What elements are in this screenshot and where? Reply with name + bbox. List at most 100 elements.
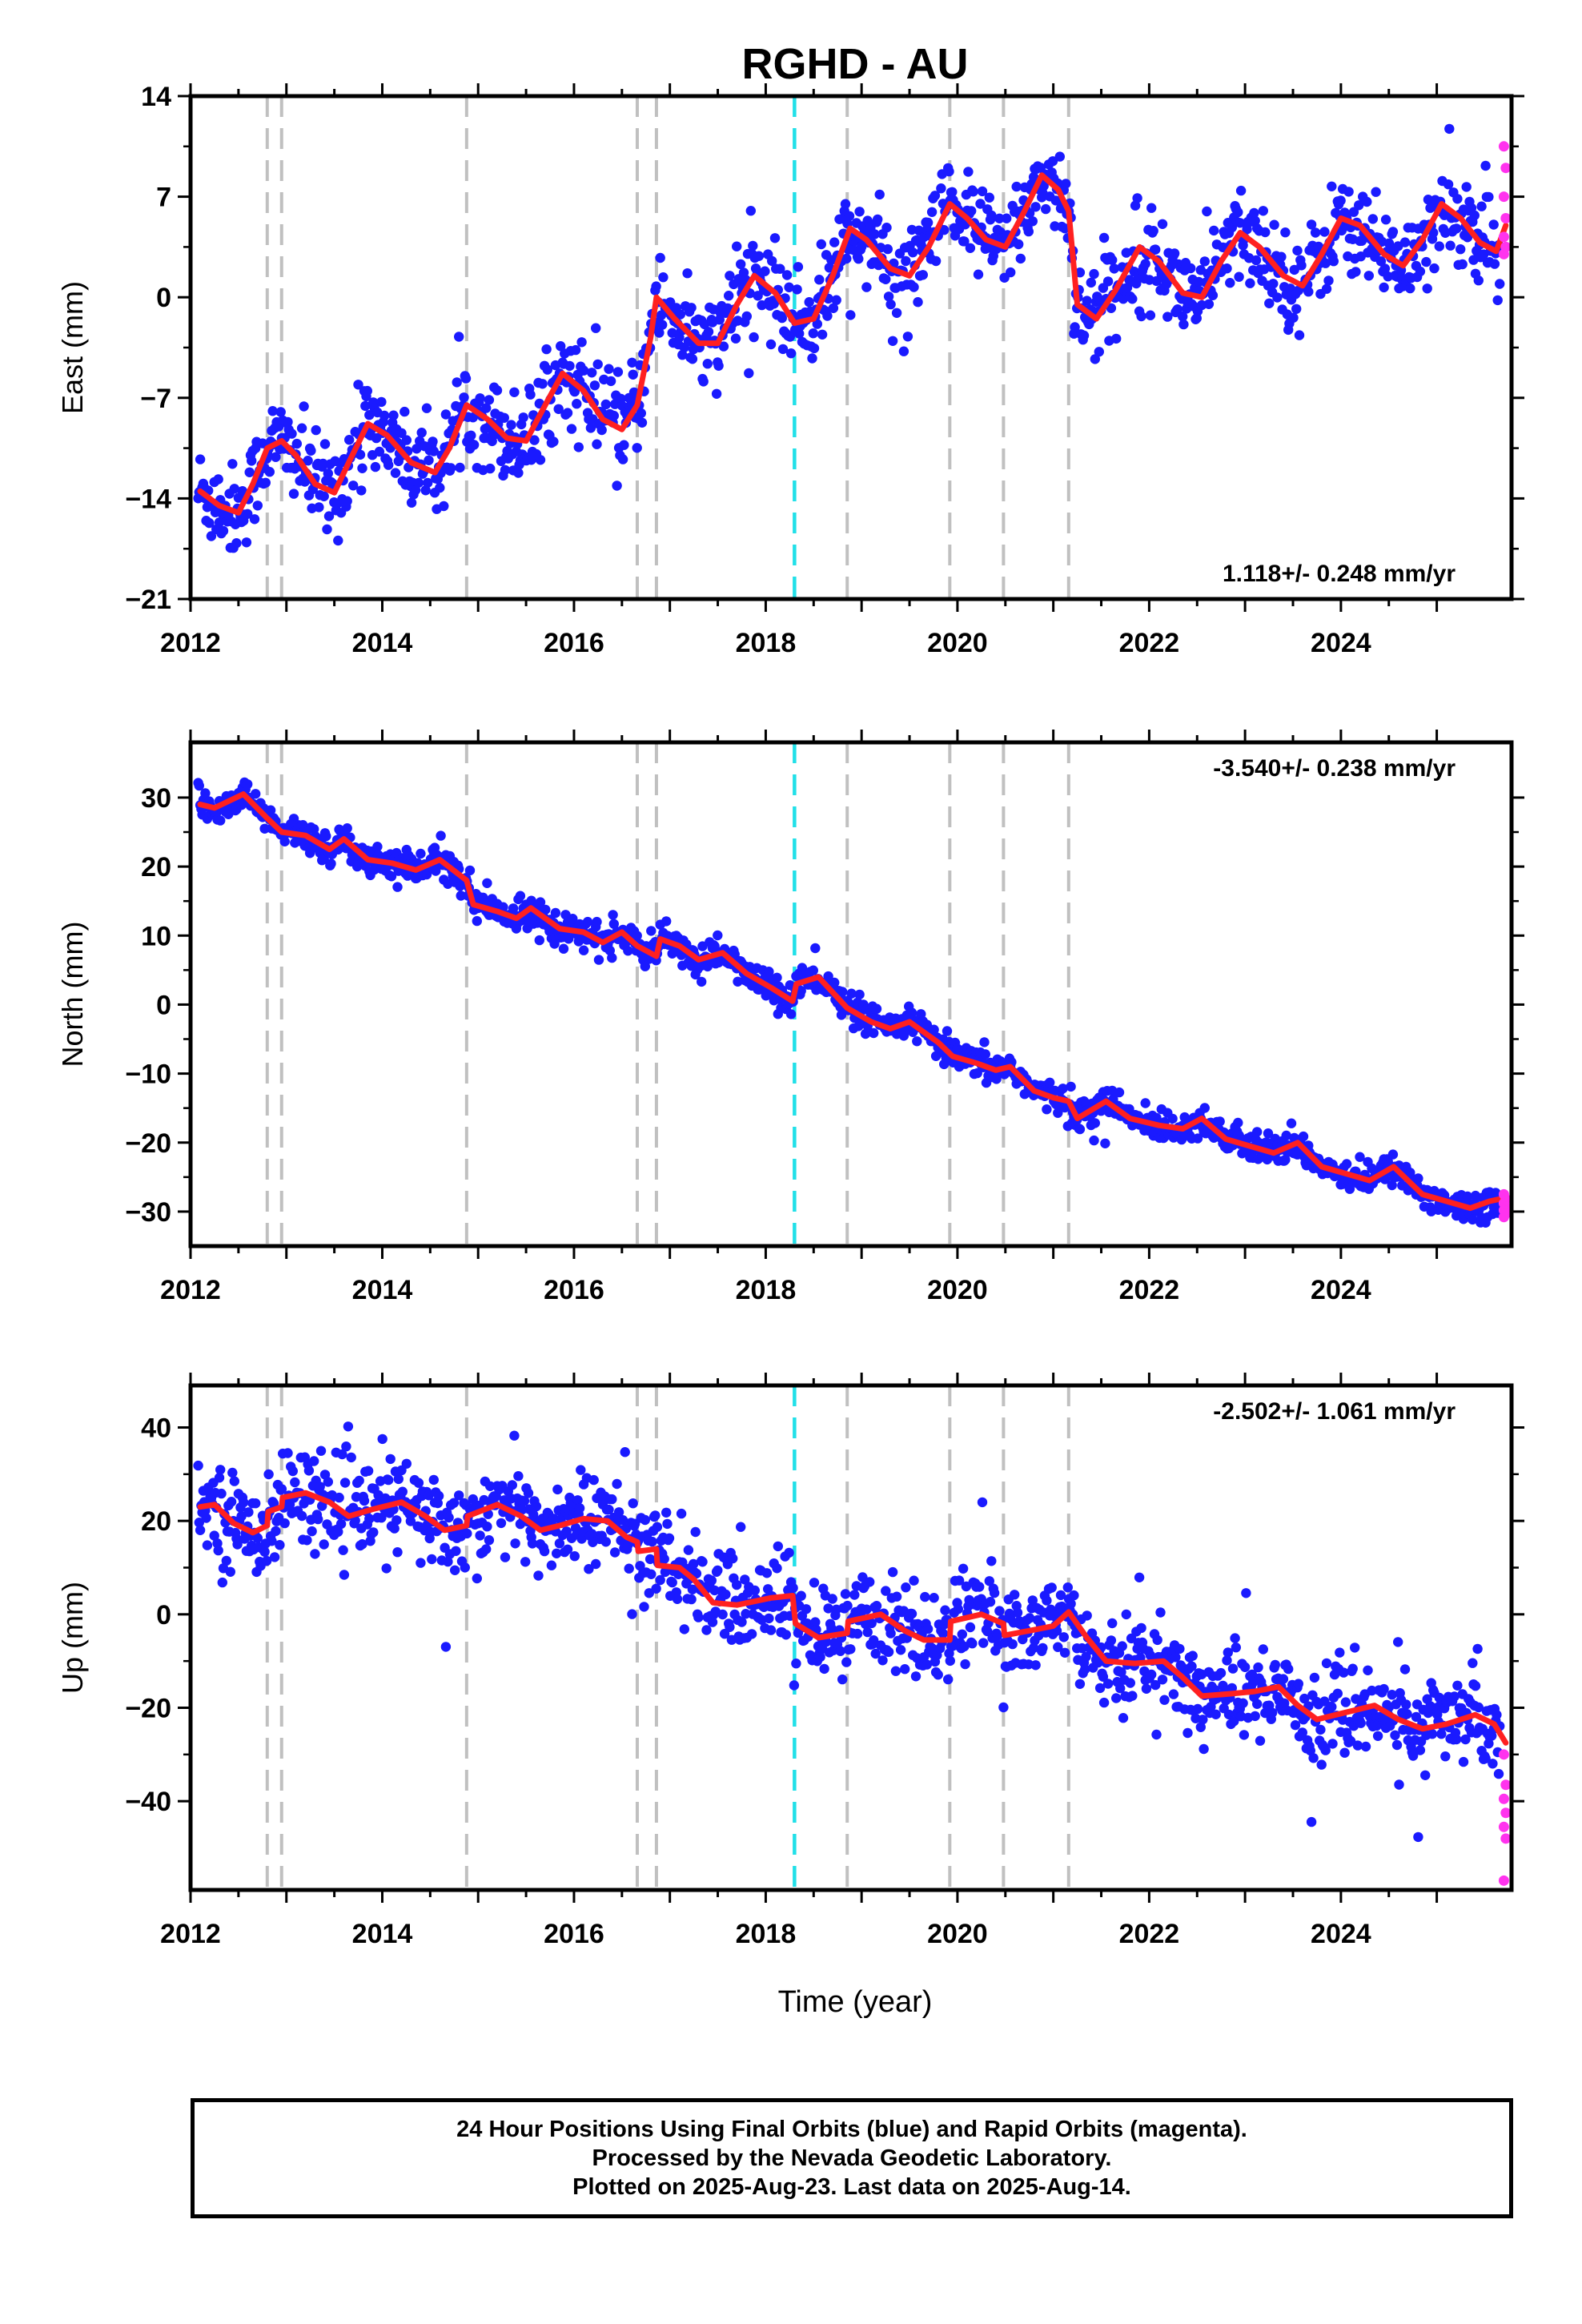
data-point [862, 1626, 873, 1638]
data-point [558, 943, 569, 954]
data-point [527, 1538, 538, 1549]
data-point [215, 815, 226, 826]
data-point [252, 501, 263, 511]
data-point [1440, 1751, 1451, 1762]
data-point [591, 323, 601, 333]
data-point [451, 1546, 461, 1557]
data-point [195, 1525, 206, 1536]
data-point [333, 1526, 343, 1538]
data-point [698, 376, 709, 387]
data-point [593, 955, 604, 965]
data-point [539, 1546, 550, 1557]
data-point [885, 299, 896, 310]
data-point [810, 1617, 821, 1627]
data-point [241, 537, 252, 548]
data-point [304, 848, 315, 858]
data-point [977, 186, 988, 197]
data-point [247, 456, 257, 466]
data-point [1215, 1667, 1227, 1679]
data-point [1436, 1729, 1447, 1739]
data-point [1399, 237, 1411, 247]
data-point [675, 309, 685, 320]
y-tick-label: 30 [141, 783, 171, 814]
data-point [570, 344, 581, 356]
data-point [732, 1579, 742, 1590]
data-point [912, 1036, 922, 1047]
data-point [721, 1589, 731, 1600]
data-point [664, 1533, 675, 1544]
data-point [1339, 1747, 1350, 1758]
data-point [651, 1583, 661, 1594]
data-point [982, 1626, 993, 1637]
data-point [428, 446, 439, 456]
data-point [296, 1510, 307, 1522]
data-point [837, 987, 848, 997]
data-point [1461, 182, 1472, 192]
data-point [860, 1028, 871, 1039]
data-point [815, 1651, 825, 1663]
data-point [1012, 1607, 1023, 1618]
data-point [243, 779, 253, 790]
data-point [1340, 1697, 1351, 1707]
data-point [1127, 1691, 1138, 1701]
data-point [1371, 1720, 1383, 1731]
data-point [869, 229, 880, 239]
data-point [1327, 1702, 1337, 1712]
data-point [267, 1536, 277, 1546]
data-point [994, 1606, 1005, 1616]
data-point [279, 836, 290, 847]
x-tick-label: 2020 [927, 1275, 988, 1305]
x-tick-label: 2012 [160, 1919, 221, 1949]
data-point [1405, 283, 1415, 294]
data-point [994, 213, 1005, 223]
data-point [908, 247, 918, 258]
data-point [748, 240, 758, 251]
footer-line-1: 24 Hour Positions Using Final Orbits (bl… [456, 2117, 1247, 2142]
data-point [231, 538, 242, 549]
data-point [1227, 1663, 1239, 1674]
data-point [374, 446, 385, 457]
data-point [341, 1441, 351, 1452]
data-point [195, 454, 206, 464]
data-point [475, 1530, 485, 1541]
data-point [506, 420, 516, 430]
y-axis-label: East (mm) [56, 281, 89, 414]
data-point [299, 476, 310, 487]
plot-frame [188, 1383, 1514, 1892]
data-point [576, 337, 587, 348]
data-point [623, 946, 633, 956]
data-point [466, 430, 476, 440]
rapid-point [1500, 213, 1512, 224]
data-point [772, 972, 782, 983]
data-point [357, 463, 367, 473]
data-point [713, 1565, 723, 1576]
data-point [1308, 1753, 1319, 1763]
data-point [1245, 278, 1255, 288]
data-point [636, 408, 646, 419]
data-point [448, 1498, 460, 1508]
data-point [1413, 1173, 1423, 1184]
data-point [1321, 1658, 1332, 1669]
data-point [1089, 1135, 1099, 1146]
data-point [357, 1539, 367, 1550]
data-point [311, 424, 321, 436]
data-point [1429, 263, 1439, 274]
data-point [816, 239, 826, 250]
model-line [197, 791, 1509, 1212]
data-point [753, 251, 765, 261]
data-point [1074, 1679, 1086, 1689]
data-point [542, 364, 552, 375]
data-point [612, 367, 624, 377]
data-point [585, 423, 596, 433]
data-point [204, 517, 215, 529]
data-point [1225, 278, 1235, 288]
data-point [986, 210, 997, 221]
data-point [428, 436, 438, 447]
data-point [1074, 1124, 1086, 1135]
data-point [646, 1569, 656, 1580]
data-point [1070, 322, 1080, 332]
data-point [540, 904, 551, 915]
data-point [296, 423, 307, 433]
data-point [977, 1497, 988, 1508]
data-point [1449, 1691, 1460, 1702]
